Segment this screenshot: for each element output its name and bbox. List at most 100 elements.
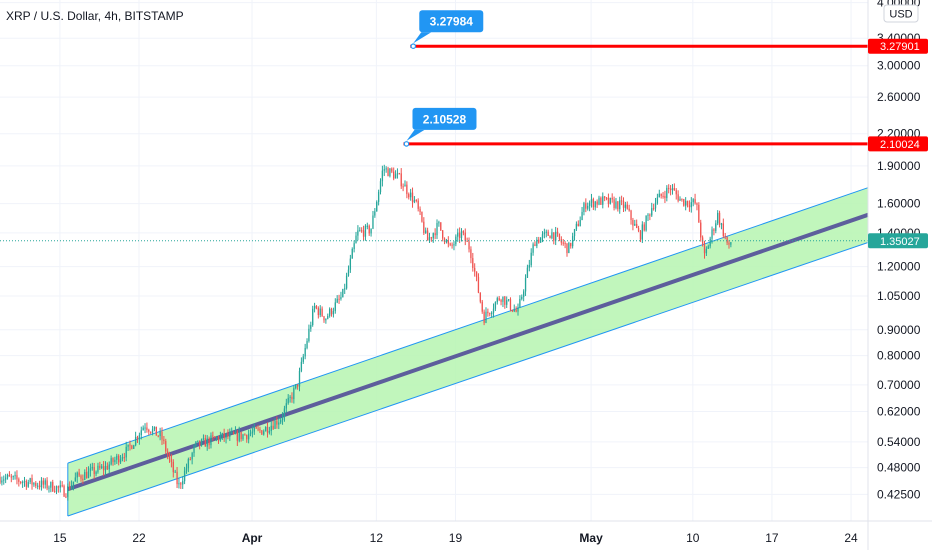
candle xyxy=(185,463,188,474)
candle xyxy=(472,252,474,272)
candle-body xyxy=(163,439,165,442)
candle-body xyxy=(278,422,280,425)
candle-body xyxy=(330,308,333,315)
candle xyxy=(605,197,608,201)
candle-body xyxy=(475,271,478,278)
candle-body xyxy=(242,434,244,440)
level-callout[interactable]: 3.27984 xyxy=(413,10,484,44)
candle-body xyxy=(509,299,512,310)
candle xyxy=(359,227,361,232)
candle xyxy=(622,197,625,212)
candle xyxy=(487,308,489,317)
candle-body xyxy=(409,192,412,198)
candle xyxy=(323,315,325,323)
candle xyxy=(698,202,700,223)
candle xyxy=(110,455,112,466)
candle-body xyxy=(619,200,621,210)
candle-body xyxy=(199,440,201,446)
candle-body xyxy=(85,472,88,479)
candle-body xyxy=(344,288,346,290)
candle xyxy=(208,436,210,450)
candle-body xyxy=(430,237,433,239)
candle-body xyxy=(74,477,77,482)
candle-body xyxy=(683,199,685,206)
candle xyxy=(315,305,318,310)
candle-body xyxy=(445,240,448,243)
candle xyxy=(280,417,282,425)
candle xyxy=(545,229,547,238)
candle xyxy=(189,456,191,461)
candle xyxy=(74,472,77,482)
candle xyxy=(411,187,414,208)
time-axis[interactable]: 15 22 Apr 12 19 May 10 17 24 xyxy=(53,531,858,545)
candle xyxy=(85,467,88,479)
candle-body xyxy=(624,204,627,208)
currency-button[interactable]: USD xyxy=(883,4,919,23)
candle xyxy=(157,435,159,438)
candle-body xyxy=(214,436,216,438)
candle-body xyxy=(176,471,178,485)
candle xyxy=(639,229,642,243)
candle xyxy=(449,242,451,247)
candle-body xyxy=(600,197,602,205)
candle-body xyxy=(185,468,188,471)
candle-body xyxy=(168,455,171,459)
candle-body xyxy=(263,431,265,435)
candle xyxy=(636,219,638,229)
candle xyxy=(104,461,107,476)
candle xyxy=(138,432,141,445)
candle xyxy=(615,197,617,210)
candle-body xyxy=(351,249,353,259)
candle xyxy=(566,243,568,257)
candle-body xyxy=(31,478,33,485)
candle-body xyxy=(140,430,142,436)
candle-body xyxy=(688,205,691,208)
candle xyxy=(150,431,152,435)
candle-body xyxy=(21,481,24,483)
candle-body xyxy=(500,300,502,302)
candle-body xyxy=(308,328,310,341)
candle xyxy=(355,231,357,244)
candle xyxy=(50,481,52,493)
candle-body xyxy=(696,203,698,205)
candle-body xyxy=(102,466,105,471)
level-tag-bg xyxy=(868,38,928,54)
candle xyxy=(492,303,495,318)
level-callout[interactable]: 2.10528 xyxy=(406,107,477,141)
candle xyxy=(246,434,248,443)
candle-body xyxy=(14,475,16,477)
candle-body xyxy=(123,457,125,459)
candle xyxy=(289,395,291,403)
candle xyxy=(199,440,201,450)
candle-body xyxy=(634,223,636,226)
candle xyxy=(166,448,169,460)
level-tag-bg xyxy=(868,136,928,152)
candle xyxy=(118,454,120,466)
candle xyxy=(553,232,555,245)
candle-body xyxy=(477,277,480,293)
y-tick-label: 1.90000 xyxy=(877,159,921,173)
candle xyxy=(666,185,668,202)
candle xyxy=(212,431,214,441)
candle-body xyxy=(513,309,515,312)
candle-body xyxy=(652,208,655,210)
candle xyxy=(372,210,374,230)
candle xyxy=(543,228,546,239)
candle xyxy=(379,178,382,195)
candle xyxy=(332,307,335,318)
candle xyxy=(442,230,444,242)
candle-body xyxy=(16,475,18,480)
candle-body xyxy=(556,231,559,234)
candle xyxy=(33,482,35,487)
candle-body xyxy=(46,480,48,489)
candle xyxy=(440,222,442,232)
candle xyxy=(432,232,434,243)
candle-body xyxy=(609,197,611,204)
candle-body xyxy=(193,446,195,454)
candle xyxy=(253,423,255,435)
candle-body xyxy=(400,173,402,187)
candle-body xyxy=(438,222,440,224)
candle xyxy=(82,474,84,484)
